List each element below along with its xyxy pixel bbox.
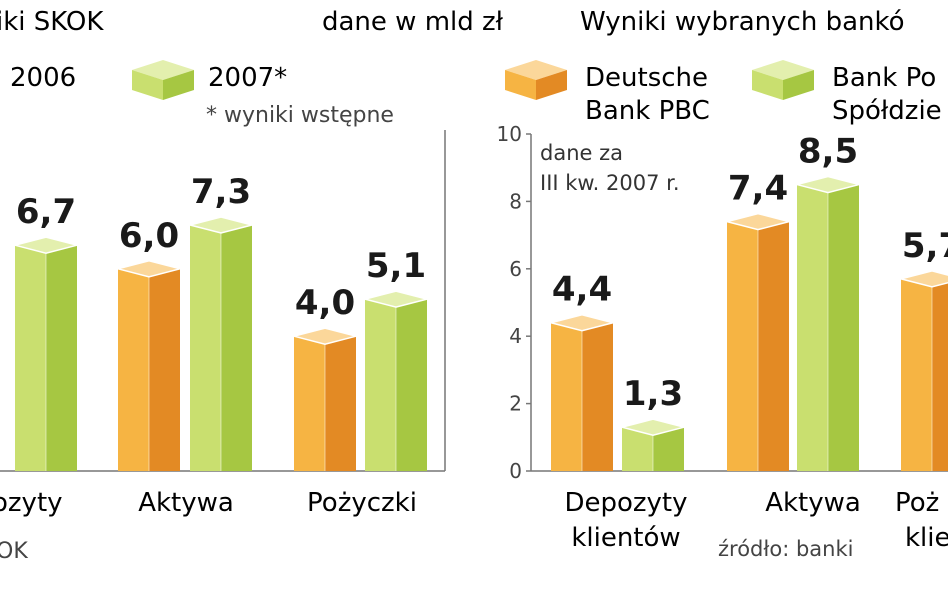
right-value-label-0-0: 4,4: [552, 270, 612, 310]
left-bar-1-1: [189, 216, 253, 471]
left-legend-label-2006: 2006: [10, 63, 76, 93]
right-y-tick-label: 8: [509, 189, 522, 213]
left-value-label-1-1: 7,3: [191, 172, 251, 212]
left-category-0: ozyty: [0, 488, 63, 518]
right-y-tick-label: 10: [497, 122, 522, 146]
right-legend-label-bank-1: Bank Po: [832, 63, 936, 93]
right-title: Wyniki wybranych bankó: [580, 7, 905, 37]
right-value-label-1-0: 1,3: [623, 374, 683, 414]
right-category-0-line-1: Depozyty: [564, 488, 687, 518]
left-bar-1-0: [14, 236, 78, 471]
right-y-tick-label: 2: [509, 392, 522, 416]
right-source: źródło: banki: [718, 537, 853, 561]
right-y-tick-label: 4: [509, 324, 522, 348]
right-chart: 0 2 4 6 8 10 dane za III kw. 2007 r. 4,4 7,4 5,…: [497, 122, 948, 561]
left-legend: 2006 2007* * wyniki wstępne: [10, 60, 394, 128]
left-value-label-0-2: 4,0: [295, 283, 355, 323]
left-bar-1-2: [364, 290, 428, 471]
right-category-2-line-1: Poż: [895, 488, 939, 518]
right-y-tick-label: 6: [509, 257, 522, 281]
right-bar-0-0: [550, 313, 614, 471]
right-legend-swatch-bank-po: [752, 60, 814, 100]
right-bar-0-1: [726, 212, 790, 471]
right-legend: Deutsche Bank PBC Bank Po Spółdzie: [505, 60, 942, 126]
left-legend-label-2007: 2007*: [208, 63, 287, 93]
left-bar-0-1: [117, 260, 181, 471]
left-bar-0-2: [293, 327, 357, 471]
right-note-1: dane za: [540, 141, 623, 165]
left-value-label-1-2: 5,1: [366, 246, 426, 286]
right-y-tick-label: 0: [509, 459, 522, 483]
right-category-2-line-2: klie: [905, 523, 948, 553]
right-note-2: III kw. 2007 r.: [540, 171, 680, 195]
right-bar-1-1: [796, 175, 860, 472]
right-bar-1-0: [621, 418, 685, 471]
right-category-0-line-2: klientów: [571, 523, 680, 553]
right-category-1: Aktywa: [765, 488, 861, 518]
left-value-label-0-1: 6,0: [119, 216, 179, 256]
right-value-label-0-2: 5,7: [902, 226, 948, 266]
left-chart: 6,0 4,0 6,7 7,3 5,1 ozyty Aktywa Pożyczki OK: [0, 130, 446, 564]
right-legend-label-deutsche-2: Bank PBC: [585, 96, 710, 126]
left-value-label-1-0: 6,7: [16, 192, 76, 232]
left-title: iki SKOK: [0, 7, 104, 37]
left-category-2: Pożyczki: [307, 488, 417, 518]
right-legend-label-deutsche-1: Deutsche: [585, 63, 708, 93]
right-bar-0-2: [900, 270, 948, 471]
right-legend-label-bank-2: Spółdzie: [832, 96, 942, 126]
left-source: OK: [0, 539, 28, 564]
left-legend-swatch-2007: [132, 60, 194, 100]
right-value-label-0-1: 7,4: [728, 169, 788, 209]
right-value-label-1-1: 8,5: [798, 132, 858, 172]
left-footnote: * wyniki wstępne: [206, 103, 394, 128]
units-note: dane w mld zł: [322, 7, 504, 37]
left-category-1: Aktywa: [138, 488, 234, 518]
right-legend-swatch-deutsche: [505, 60, 567, 100]
